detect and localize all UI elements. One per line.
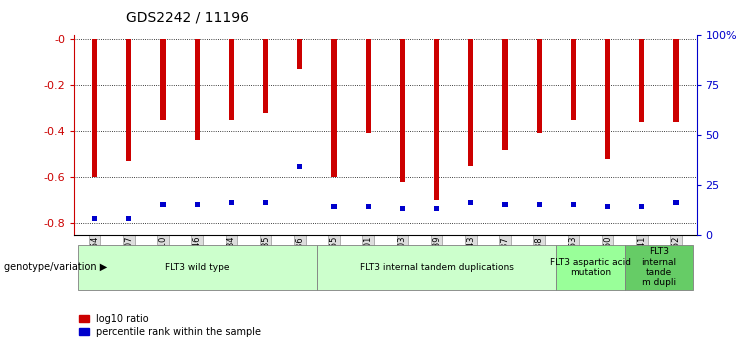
Text: GDS2242 / 11196: GDS2242 / 11196: [126, 10, 249, 24]
Bar: [605, 39, 610, 159]
Bar: [195, 39, 200, 140]
Bar: [400, 39, 405, 182]
Bar: [195, 203, 200, 207]
Text: FLT3 aspartic acid
mutation: FLT3 aspartic acid mutation: [550, 258, 631, 277]
Bar: [229, 200, 234, 205]
Bar: [674, 200, 679, 205]
Bar: [468, 39, 473, 166]
Bar: [331, 204, 336, 209]
Bar: [263, 39, 268, 113]
Bar: [297, 164, 302, 169]
Bar: [571, 39, 576, 120]
Bar: [674, 39, 679, 122]
Text: FLT3
internal
tande
m dupli: FLT3 internal tande m dupli: [642, 247, 677, 287]
Bar: [126, 39, 131, 161]
Bar: [536, 203, 542, 207]
Bar: [502, 203, 508, 207]
Bar: [468, 200, 473, 205]
Text: genotype/variation ▶: genotype/variation ▶: [4, 263, 107, 272]
Bar: [400, 206, 405, 211]
Bar: [331, 39, 336, 177]
Bar: [639, 204, 645, 209]
Text: FLT3 internal tandem duplications: FLT3 internal tandem duplications: [359, 263, 514, 272]
Bar: [92, 216, 97, 221]
Bar: [161, 203, 165, 207]
Bar: [365, 204, 370, 209]
Bar: [571, 203, 576, 207]
Legend: log10 ratio, percentile rank within the sample: log10 ratio, percentile rank within the …: [79, 314, 262, 337]
Bar: [297, 39, 302, 69]
Bar: [229, 39, 234, 120]
Bar: [639, 39, 645, 122]
Bar: [434, 206, 439, 211]
Bar: [502, 39, 508, 149]
Bar: [126, 216, 131, 221]
Bar: [536, 39, 542, 134]
Bar: [92, 39, 97, 177]
Text: FLT3 wild type: FLT3 wild type: [165, 263, 230, 272]
Bar: [434, 39, 439, 200]
Bar: [605, 204, 610, 209]
Bar: [365, 39, 370, 134]
Bar: [161, 39, 165, 120]
Bar: [263, 200, 268, 205]
